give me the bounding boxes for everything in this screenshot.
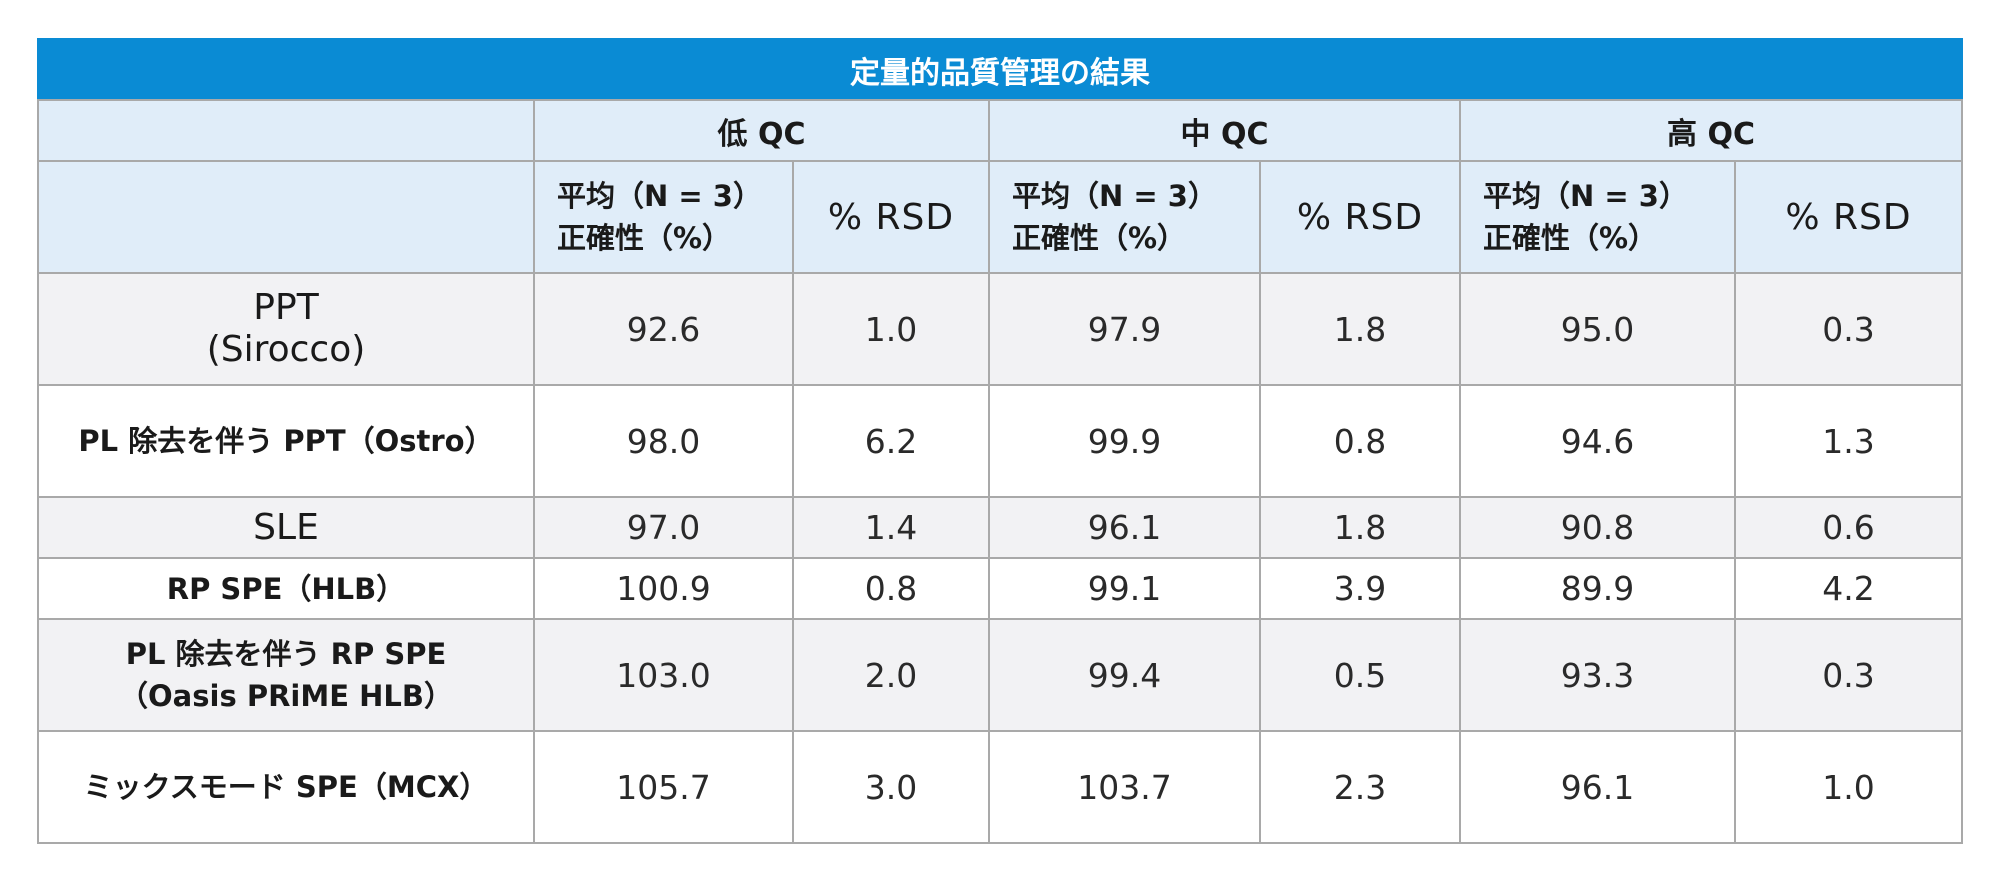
high-qc-rsd: 0.6 (1733, 496, 1964, 559)
mid-qc-mean: 99.9 (988, 384, 1261, 498)
mean-header-line1: 平均（N = 3） (1012, 179, 1217, 213)
high-qc-rsd: 1.0 (1733, 730, 1964, 844)
method-line1: SLE (253, 506, 319, 548)
rsd-header: % RSD (1733, 160, 1964, 274)
mid-qc-rsd: 0.5 (1259, 618, 1461, 732)
high-qc-rsd: 4.2 (1733, 557, 1964, 620)
high-qc-rsd: 1.3 (1733, 384, 1964, 498)
table-row: RP SPE（HLB） 100.9 0.8 99.1 3.9 89.9 4.2 (37, 557, 1964, 620)
mid-qc-rsd: 3.9 (1259, 557, 1461, 620)
method-line1: PL 除去を伴う PPT（Ostro） (78, 424, 494, 458)
high-qc-mean: 89.9 (1459, 557, 1736, 620)
low-qc-mean: 105.7 (533, 730, 794, 844)
mid-qc-mean: 99.1 (988, 557, 1261, 620)
low-qc-rsd: 3.0 (792, 730, 990, 844)
mean-accuracy-header: 平均（N = 3） 正確性（%） (1459, 160, 1736, 274)
method-cell: SLE (37, 496, 535, 559)
low-qc-mean: 100.9 (533, 557, 794, 620)
method-line2: （Oasis PRiME HLB） (119, 679, 453, 713)
low-qc-mean: 98.0 (533, 384, 794, 498)
table-row: PL 除去を伴う RP SPE （Oasis PRiME HLB） 103.0 … (37, 618, 1964, 732)
low-qc-mean: 103.0 (533, 618, 794, 732)
method-cell: PL 除去を伴う PPT（Ostro） (37, 384, 535, 498)
mean-accuracy-header: 平均（N = 3） 正確性（%） (533, 160, 794, 274)
group-low-qc: 低 QC (533, 99, 990, 162)
low-qc-rsd: 1.0 (792, 272, 990, 386)
low-qc-mean: 92.6 (533, 272, 794, 386)
method-cell: ミックスモード SPE（MCX） (37, 730, 535, 844)
high-qc-mean: 96.1 (1459, 730, 1736, 844)
table-row: PL 除去を伴う PPT（Ostro） 98.0 6.2 99.9 0.8 94… (37, 384, 1964, 498)
high-qc-rsd: 0.3 (1733, 618, 1964, 732)
high-qc-mean: 94.6 (1459, 384, 1736, 498)
method-cell: RP SPE（HLB） (37, 557, 535, 620)
low-qc-rsd: 0.8 (792, 557, 990, 620)
table-row: SLE 97.0 1.4 96.1 1.8 90.8 0.6 (37, 496, 1964, 559)
empty-header-cell (37, 99, 535, 162)
high-qc-mean: 90.8 (1459, 496, 1736, 559)
method-line1: PPT (253, 287, 319, 328)
method-line2: (Sirocco) (206, 329, 366, 370)
low-qc-rsd: 2.0 (792, 618, 990, 732)
method-cell: PL 除去を伴う RP SPE （Oasis PRiME HLB） (37, 618, 535, 732)
table-row: PPT (Sirocco) 92.6 1.0 97.9 1.8 95.0 0.3 (37, 272, 1964, 386)
method-cell: PPT (Sirocco) (37, 272, 535, 386)
low-qc-mean: 97.0 (533, 496, 794, 559)
high-qc-rsd: 0.3 (1733, 272, 1964, 386)
rsd-header: % RSD (1259, 160, 1461, 274)
method-line1: ミックスモード SPE（MCX） (83, 770, 489, 804)
empty-subheader-cell (37, 160, 535, 274)
table-title: 定量的品質管理の結果 (36, 38, 1964, 101)
method-line1: PL 除去を伴う RP SPE (125, 637, 447, 671)
low-qc-rsd: 6.2 (792, 384, 990, 498)
mid-qc-rsd: 2.3 (1259, 730, 1461, 844)
mean-header-line1: 平均（N = 3） (1483, 179, 1688, 213)
mid-qc-mean: 97.9 (988, 272, 1261, 386)
mean-header-line2: 正確性（%） (1483, 221, 1658, 255)
qc-results-table: 定量的品質管理の結果 低 QC 中 QC 高 QC 平均（N = 3） 正確性（… (36, 38, 1964, 844)
high-qc-mean: 95.0 (1459, 272, 1736, 386)
method-line1: RP SPE（HLB） (166, 571, 406, 606)
mid-qc-mean: 96.1 (988, 496, 1261, 559)
mid-qc-rsd: 0.8 (1259, 384, 1461, 498)
mean-header-line2: 正確性（%） (1012, 221, 1187, 255)
group-high-qc: 高 QC (1458, 99, 1964, 162)
mid-qc-rsd: 1.8 (1259, 272, 1461, 386)
mid-qc-mean: 99.4 (988, 618, 1261, 732)
high-qc-mean: 93.3 (1459, 618, 1736, 732)
mid-qc-rsd: 1.8 (1259, 496, 1461, 559)
mid-qc-mean: 103.7 (988, 730, 1261, 844)
mean-accuracy-header: 平均（N = 3） 正確性（%） (988, 160, 1261, 274)
low-qc-rsd: 1.4 (792, 496, 990, 559)
mean-header-line1: 平均（N = 3） (557, 179, 762, 213)
rsd-header: % RSD (792, 160, 990, 274)
mean-header-line2: 正確性（%） (557, 221, 732, 255)
group-mid-qc: 中 QC (988, 99, 1461, 162)
table-row: ミックスモード SPE（MCX） 105.7 3.0 103.7 2.3 96.… (37, 730, 1964, 844)
